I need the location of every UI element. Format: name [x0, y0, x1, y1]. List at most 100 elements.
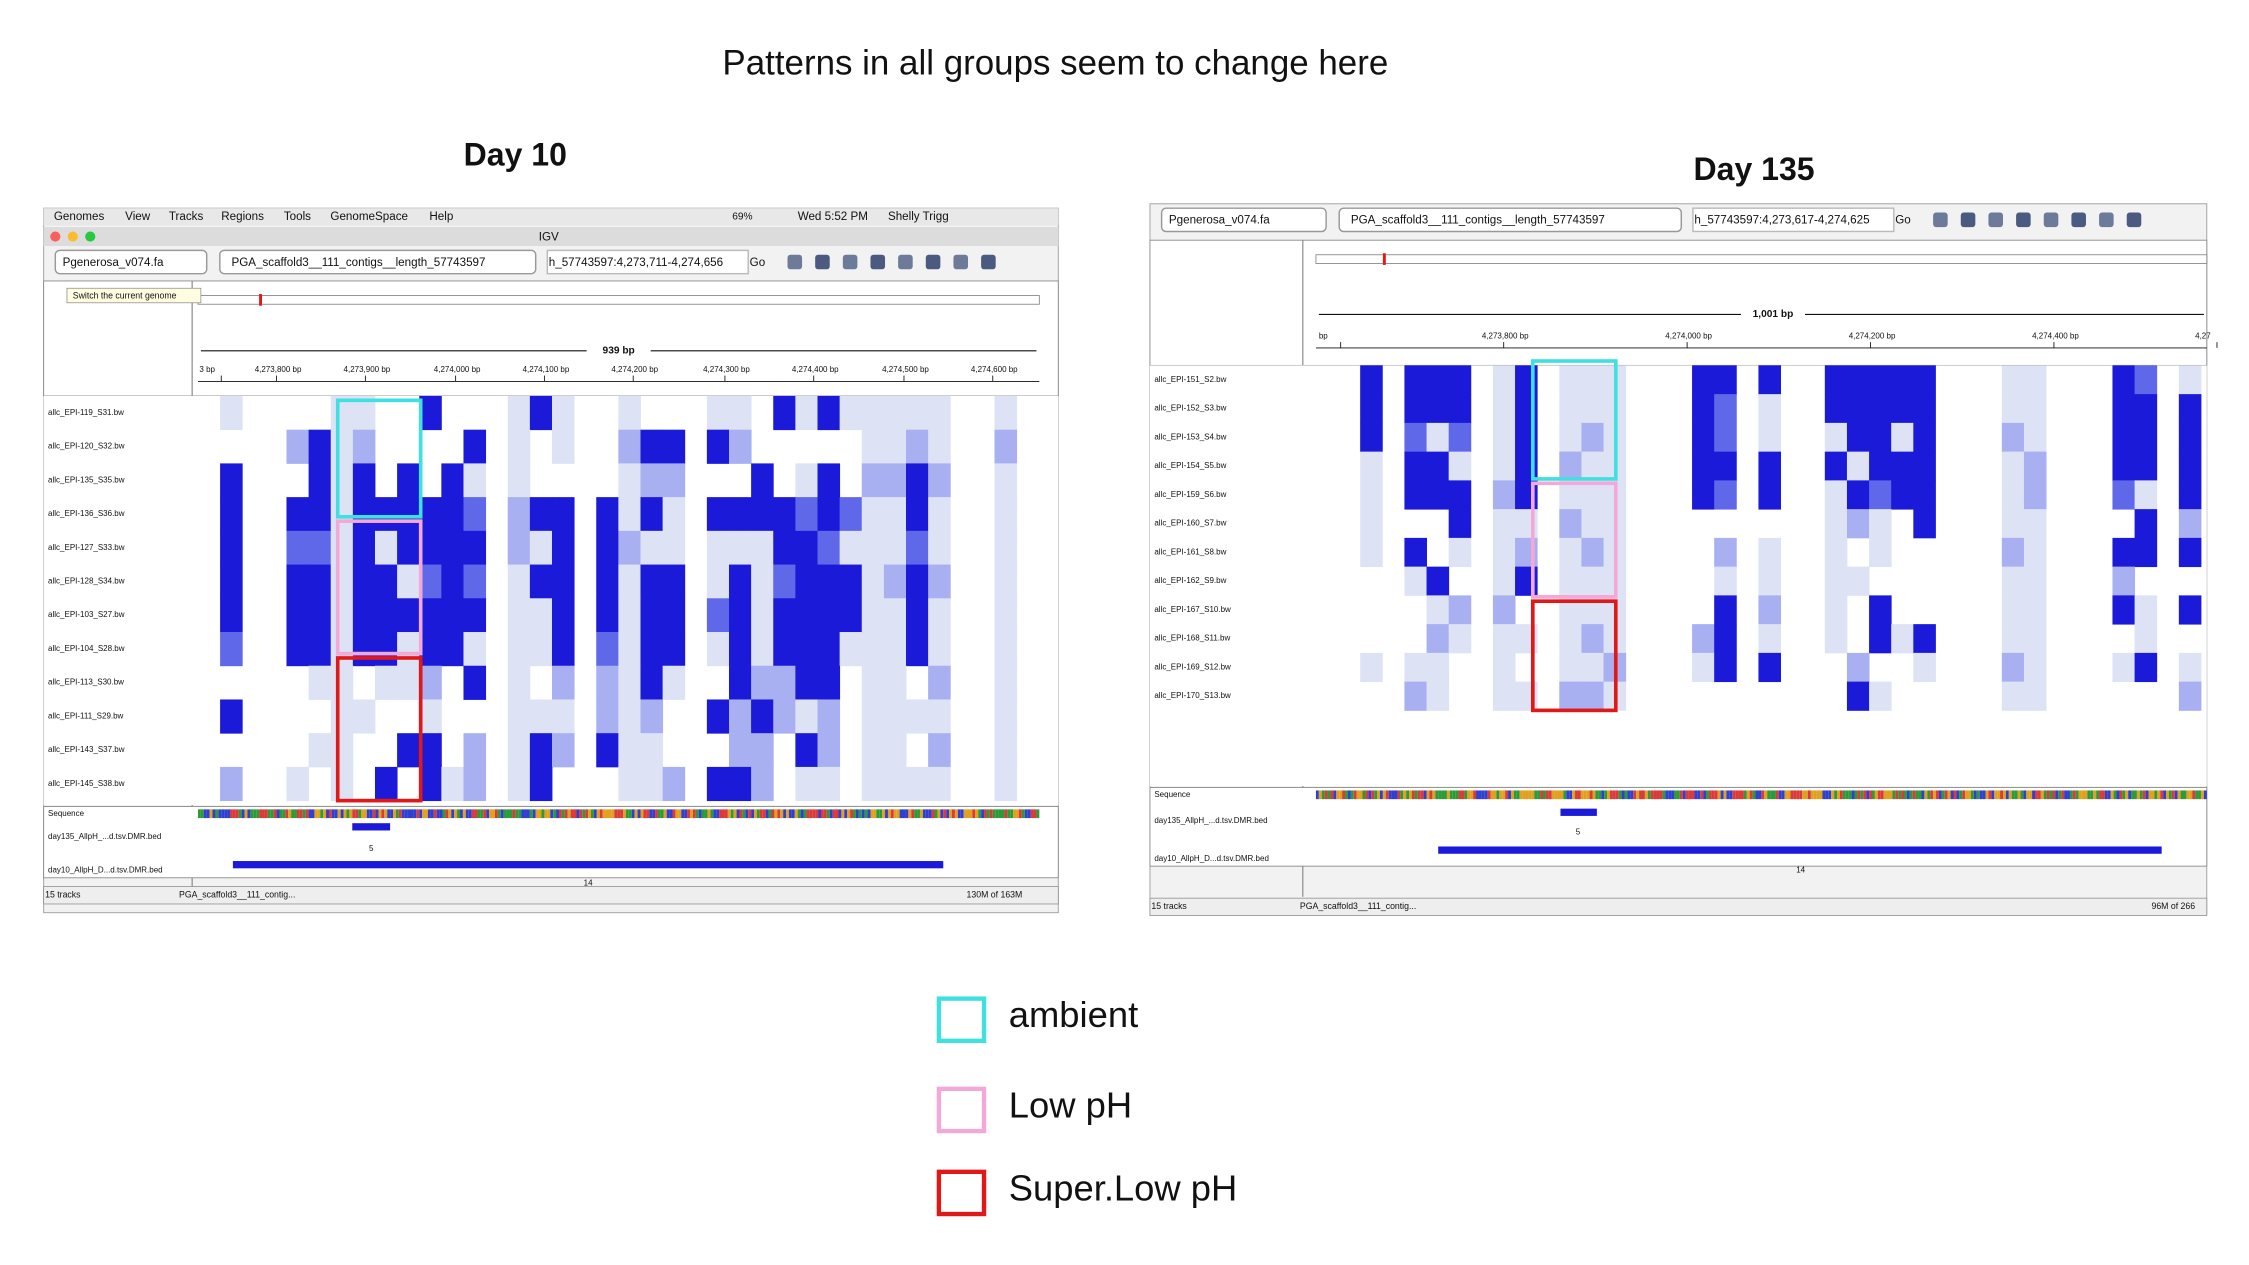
heatmap-cell	[1492, 451, 1516, 481]
window-button[interactable]	[67, 231, 78, 242]
sequence-base	[1676, 790, 1680, 800]
ruler-tick-label: 4,274,400 bp	[2032, 331, 2079, 340]
sequence-base	[2090, 790, 2094, 800]
window-button[interactable]	[50, 231, 61, 242]
menu-item[interactable]: Regions	[221, 210, 264, 223]
locus-box[interactable]	[1692, 207, 1895, 233]
heatmap-cell	[507, 665, 531, 700]
sequence-base	[1551, 790, 1555, 800]
heatmap-cell	[1869, 422, 1892, 453]
sequence-base	[1770, 790, 1773, 800]
sequence-base	[1953, 790, 1957, 800]
sequence-base	[1510, 790, 1514, 800]
sequence-base	[922, 809, 926, 819]
heatmap-cell	[618, 463, 641, 498]
toolbar-icon[interactable]	[898, 254, 913, 270]
heatmap-cell	[441, 497, 464, 532]
toolbar-icon[interactable]	[2099, 212, 2114, 228]
toolbar-icon[interactable]	[953, 254, 969, 270]
heatmap-cell	[1692, 652, 1715, 683]
sequence-base	[1982, 790, 1986, 800]
heatmap-cell	[419, 530, 442, 566]
go-button[interactable]: Go	[750, 256, 766, 269]
menu-item[interactable]: Help	[429, 210, 453, 223]
heatmap-cell	[640, 632, 664, 667]
toolbar-icon[interactable]	[787, 254, 803, 270]
toolbar-icon[interactable]	[842, 254, 858, 270]
sequence-base	[1901, 790, 1905, 800]
heatmap-cell	[1846, 451, 1870, 481]
heatmap-cell	[419, 598, 442, 633]
sequence-base	[1831, 790, 1835, 800]
genome-dropdown[interactable]	[1160, 207, 1327, 233]
toolbar-icon[interactable]	[870, 254, 886, 270]
heatmap-cell	[751, 665, 774, 700]
menu-item[interactable]: GenomeSpace	[330, 210, 408, 223]
toolbar-icon[interactable]	[2043, 212, 2059, 228]
sequence-base	[2017, 790, 2021, 800]
sequence-base	[492, 809, 495, 819]
heatmap-cell	[1581, 537, 1604, 568]
sequence-base	[1720, 790, 1724, 800]
sequence-base	[692, 809, 696, 819]
heatmap-cell	[795, 530, 818, 566]
sequence-base	[596, 809, 600, 819]
heatmap-cell	[773, 395, 796, 431]
toolbar-icon[interactable]	[1988, 212, 2003, 228]
sequence-base	[212, 809, 216, 819]
toolbar-icon[interactable]	[925, 254, 941, 270]
menu-item[interactable]: Genomes	[54, 210, 105, 223]
toolbar-icon[interactable]	[2071, 212, 2086, 228]
menu-item[interactable]: View	[125, 210, 151, 223]
menu-item[interactable]: Tools	[284, 210, 311, 223]
sequence-base	[553, 809, 557, 819]
toolbar-icon[interactable]	[815, 254, 830, 270]
sequence-base	[1534, 790, 1538, 800]
heatmap-cell	[728, 665, 752, 700]
window-button[interactable]	[85, 231, 96, 242]
sequence-base	[1449, 790, 1453, 800]
chrom-dropdown[interactable]	[1338, 207, 1683, 233]
sequence-base	[1828, 790, 1832, 800]
heatmap-cell	[374, 665, 398, 700]
locus-box[interactable]	[546, 249, 749, 275]
heatmap-cell	[1360, 509, 1383, 539]
sequence-base	[1612, 790, 1616, 800]
toolbar-icon[interactable]	[2126, 212, 2142, 228]
heatmap-cell	[308, 665, 332, 700]
toolbar-icon[interactable]	[981, 254, 996, 270]
go-button[interactable]: Go	[1895, 214, 1911, 227]
heatmap-cell	[286, 632, 310, 667]
figure-title: Patterns in all groups seem to change he…	[722, 44, 1388, 83]
heatmap-cell	[861, 598, 885, 633]
track-name: allc_EPI-170_S13.bw	[1154, 691, 1231, 700]
chromosome-ideogram	[197, 295, 1040, 305]
chrom-dropdown[interactable]	[219, 249, 537, 275]
sequence-base	[296, 809, 300, 819]
toolbar-icon[interactable]	[1933, 212, 1948, 228]
heatmap-cell	[1824, 394, 1848, 424]
heatmap-cell	[441, 598, 464, 633]
menu-item[interactable]: Tracks	[169, 210, 204, 223]
sequence-base	[1749, 790, 1753, 800]
sequence-base	[986, 809, 990, 819]
sequence-base	[1595, 790, 1599, 800]
heatmap-cell	[1360, 652, 1383, 683]
toolbar-icon[interactable]	[2016, 212, 2031, 228]
sequence-base	[550, 809, 554, 819]
heatmap-cell	[861, 699, 885, 734]
sequence-base	[1772, 790, 1776, 800]
heatmap-cell	[640, 530, 664, 566]
heatmap-cell	[773, 665, 796, 700]
genome-dropdown[interactable]	[54, 249, 208, 275]
legend-swatch	[936, 1169, 987, 1217]
sequence-base	[398, 809, 402, 819]
heatmap-cell	[2134, 365, 2158, 395]
toolbar-icon[interactable]	[1960, 212, 1976, 228]
sequence-base	[1764, 790, 1768, 800]
heatmap-cell	[706, 632, 730, 667]
heatmap-cell	[1846, 509, 1870, 539]
heatmap-cell	[728, 497, 752, 532]
sequence-base	[381, 809, 385, 819]
sequence-base	[966, 809, 970, 819]
